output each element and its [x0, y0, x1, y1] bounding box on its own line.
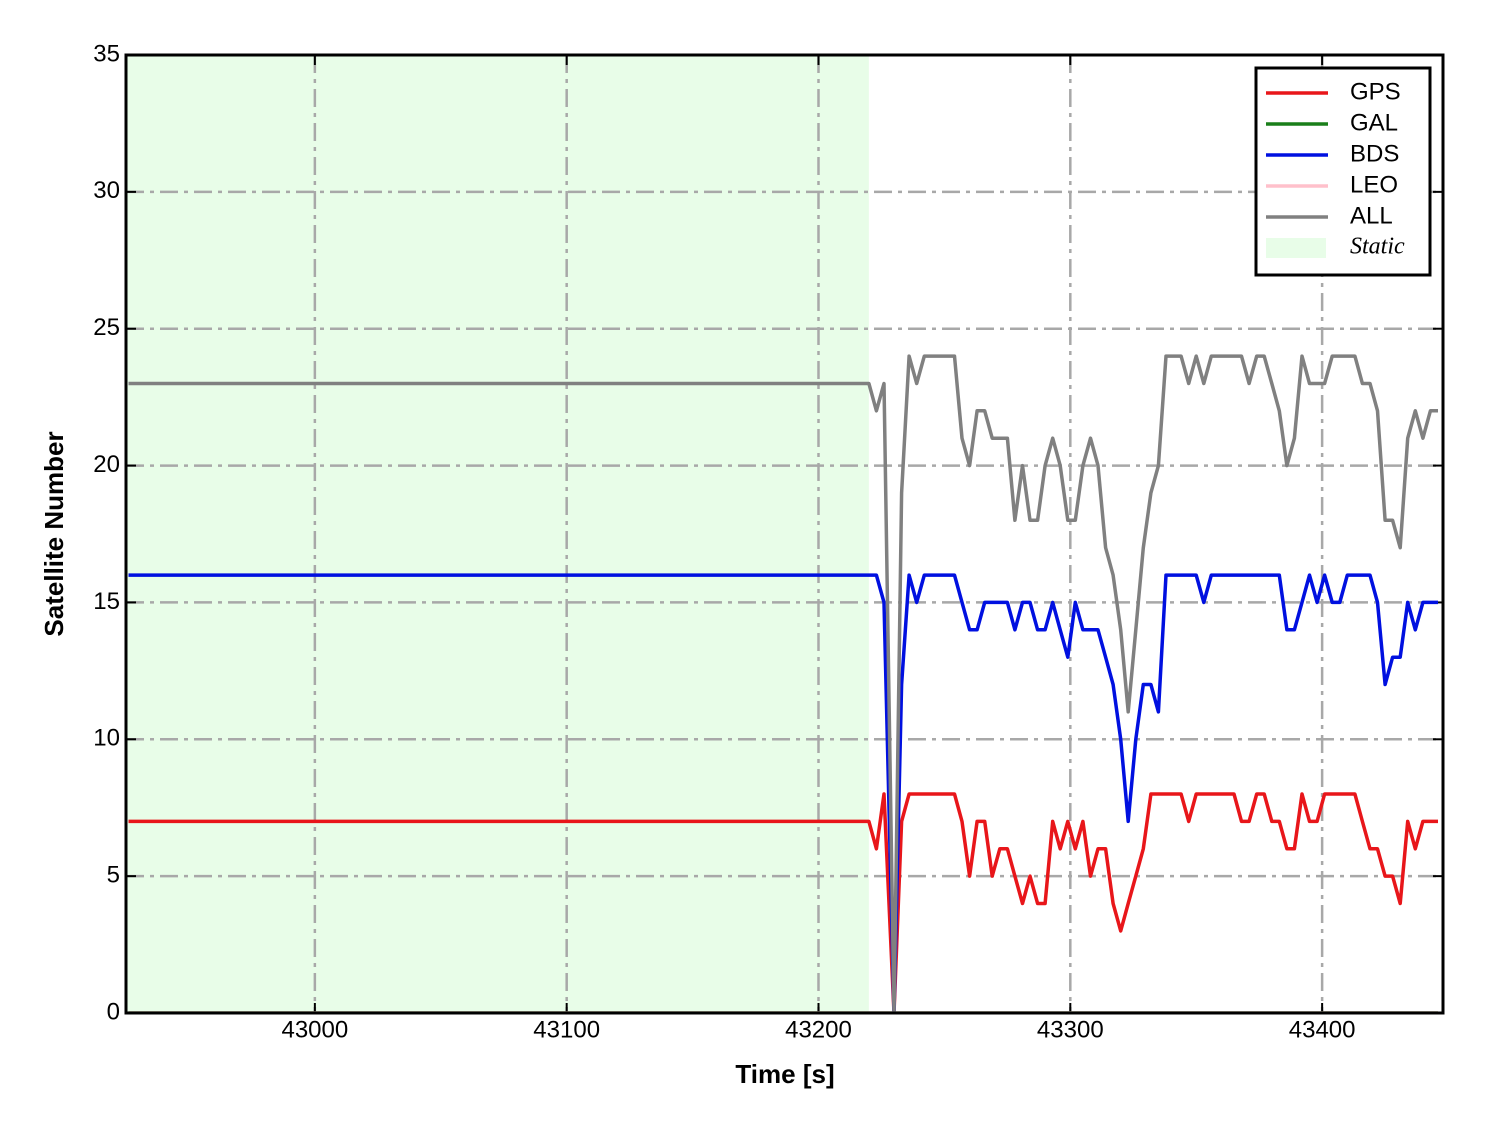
x-tick-label: 43300: [1037, 1016, 1104, 1043]
legend-label: ALL: [1350, 202, 1393, 229]
y-tick-label: 25: [93, 314, 120, 341]
y-tick-label: 15: [93, 588, 120, 615]
x-tick-label: 43200: [785, 1016, 852, 1043]
legend-label: GPS: [1350, 78, 1401, 105]
legend-box: [1254, 66, 1432, 277]
y-axis-label: Satellite Number: [39, 431, 69, 636]
y-tick-label: 10: [93, 725, 120, 752]
series-line: [128, 792, 1438, 1013]
x-tick-label: 43100: [533, 1016, 600, 1043]
y-tick-label: 0: [107, 998, 120, 1025]
y-tick-label: 35: [93, 40, 120, 67]
legend-label: LEO: [1350, 171, 1398, 198]
y-tick-label: 30: [93, 177, 120, 204]
static-span: [126, 55, 869, 1013]
legend-label: Static: [1350, 234, 1405, 260]
legend-label: BDS: [1350, 140, 1399, 167]
x-tick-label: 43000: [281, 1016, 348, 1043]
legend-swatch: [1266, 238, 1326, 258]
y-tick-label: 20: [93, 451, 120, 478]
x-axis-label: Time [s]: [735, 1059, 834, 1089]
y-tick-label: 5: [107, 861, 120, 888]
series-line: [128, 354, 1438, 1013]
plot-frame: [124, 53, 1445, 1015]
legend-label: GAL: [1350, 109, 1398, 136]
series-line: [128, 573, 1438, 1013]
x-tick-label: 43400: [1289, 1016, 1356, 1043]
